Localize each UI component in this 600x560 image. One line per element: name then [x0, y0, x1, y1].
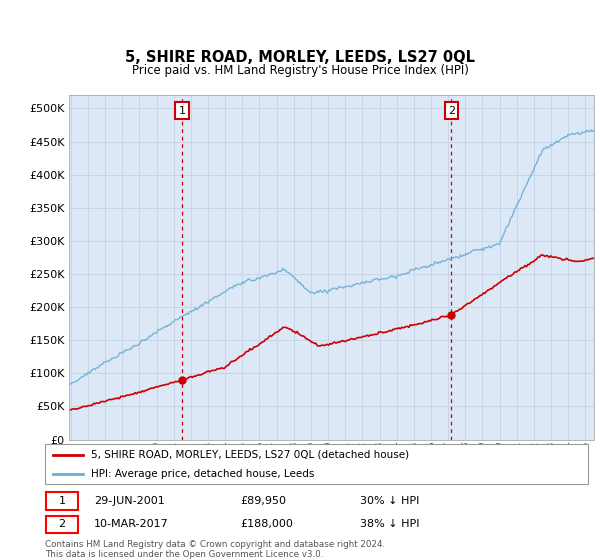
Text: HPI: Average price, detached house, Leeds: HPI: Average price, detached house, Leed…: [91, 469, 314, 478]
Bar: [46, 492, 77, 510]
Text: 1: 1: [58, 496, 65, 506]
Text: 2: 2: [58, 519, 65, 529]
Text: 2: 2: [448, 106, 455, 116]
Text: 38% ↓ HPI: 38% ↓ HPI: [360, 519, 419, 529]
Text: 5, SHIRE ROAD, MORLEY, LEEDS, LS27 0QL (detached house): 5, SHIRE ROAD, MORLEY, LEEDS, LS27 0QL (…: [91, 450, 409, 460]
Text: 30% ↓ HPI: 30% ↓ HPI: [360, 496, 419, 506]
Text: This data is licensed under the Open Government Licence v3.0.: This data is licensed under the Open Gov…: [45, 550, 323, 559]
Text: Contains HM Land Registry data © Crown copyright and database right 2024.: Contains HM Land Registry data © Crown c…: [45, 540, 385, 549]
Text: £89,950: £89,950: [241, 496, 286, 506]
Text: 5, SHIRE ROAD, MORLEY, LEEDS, LS27 0QL: 5, SHIRE ROAD, MORLEY, LEEDS, LS27 0QL: [125, 50, 475, 64]
Text: £188,000: £188,000: [241, 519, 293, 529]
Text: 29-JUN-2001: 29-JUN-2001: [94, 496, 164, 506]
Text: 1: 1: [179, 106, 185, 116]
Text: Price paid vs. HM Land Registry's House Price Index (HPI): Price paid vs. HM Land Registry's House …: [131, 64, 469, 77]
Text: 10-MAR-2017: 10-MAR-2017: [94, 519, 169, 529]
Bar: [46, 516, 77, 533]
